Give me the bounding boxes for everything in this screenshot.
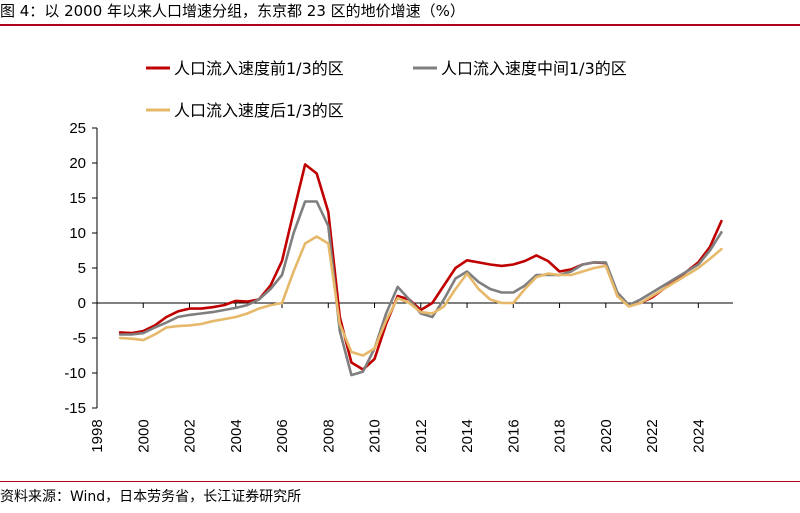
x-tick-label: 2018 [552,419,569,452]
y-tick-label: 5 [78,260,86,277]
series-line-2 [118,200,723,377]
x-tick-label: 2014 [459,419,476,452]
y-tick-label: -15 [64,400,86,417]
y-axis: 25 20 15 10 5 0 -5 -10 -15 [64,120,98,417]
y-tick-label: -10 [64,365,86,382]
x-tick-label: 2006 [274,419,291,452]
legend-label-1: 人口流入速度前1/3的区 [174,59,344,78]
y-tick-label: -5 [73,330,86,347]
y-tick-label: 0 [78,295,86,312]
source-divider [0,481,800,482]
y-tick-label: 25 [69,120,86,137]
x-tick-label: 1998 [89,419,106,452]
x-tick-label: 2010 [367,419,384,452]
x-tick-label: 2024 [690,419,707,452]
source-note: 资料来源：Wind，日本劳务省，长江证券研究所 [0,489,302,505]
y-tick-label: 15 [69,190,86,207]
x-tick-label: 2022 [644,419,661,452]
x-tick-label: 2008 [320,419,337,452]
series-lines [118,163,723,377]
x-tick-label: 2016 [505,419,522,452]
x-tick-label: 2004 [228,419,245,452]
legend-label-2: 人口流入速度中间1/3的区 [441,59,627,78]
series-line-3 [118,235,723,357]
x-tick-label: 2012 [413,419,430,452]
legend-label-3: 人口流入速度后1/3的区 [174,101,344,120]
series-line-1 [118,163,723,371]
y-tick-label: 20 [69,155,86,172]
figure-title: 图 4：以 2000 年以来人口增速分组，东京都 23 区的地价增速（%） [0,2,465,20]
title-divider [0,24,800,26]
x-tick-label: 2002 [182,419,199,452]
x-tick-label: 2000 [135,419,152,452]
y-tick-label: 10 [69,225,86,242]
x-tick-label: 2020 [598,419,615,452]
